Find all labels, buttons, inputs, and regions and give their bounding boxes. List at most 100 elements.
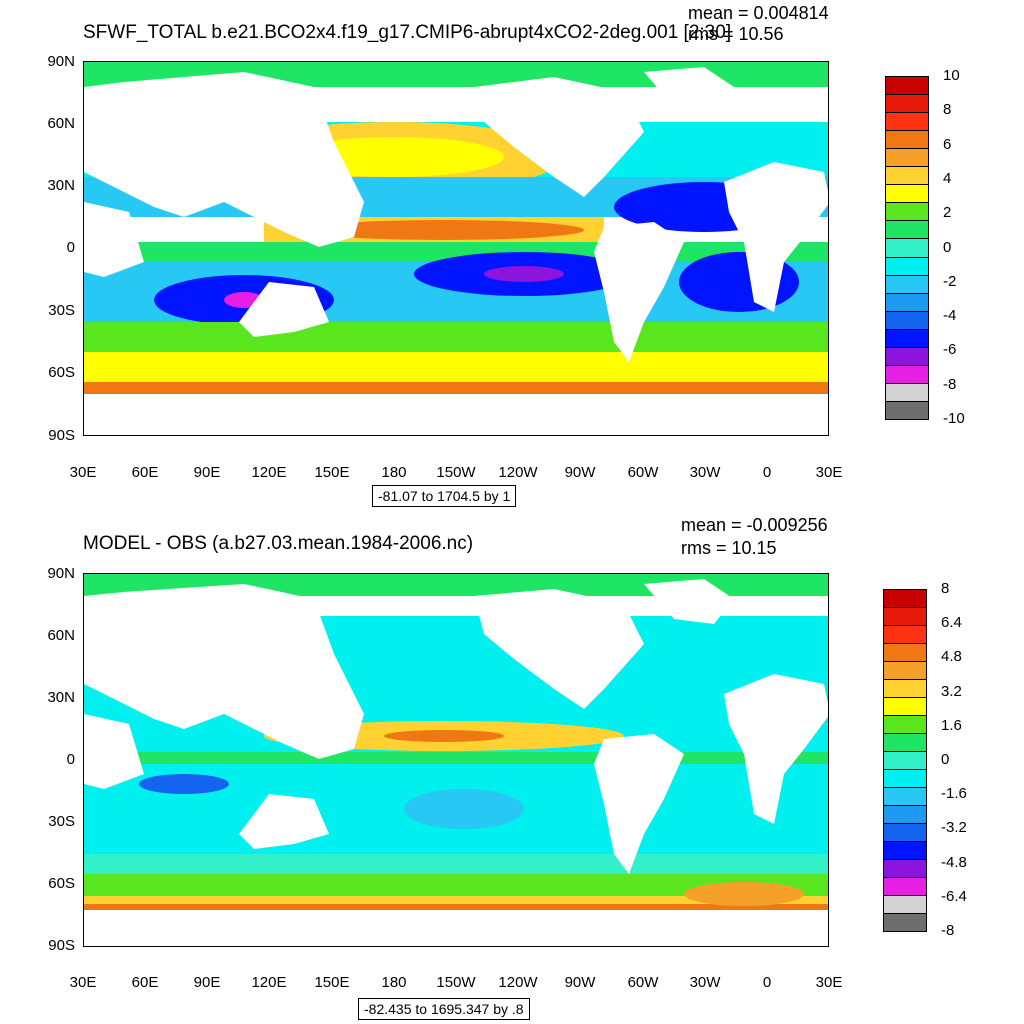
colorbar-swatch	[885, 112, 929, 132]
colorbar-swatch	[885, 238, 929, 258]
colorbar-label: 10	[943, 67, 960, 84]
colorbar-swatch	[883, 625, 927, 644]
colorbar-swatch	[885, 76, 929, 96]
colorbar-swatch	[885, 274, 929, 294]
colorbar-label: -10	[943, 410, 965, 427]
colorbar-swatch	[883, 787, 927, 806]
lat-label: 60S	[48, 364, 75, 381]
lon-label: 30W	[689, 974, 721, 991]
lon-label: 60W	[627, 974, 659, 991]
colorbar-swatch	[883, 733, 927, 752]
lon-label: 150E	[314, 464, 350, 481]
lon-label: 30W	[689, 464, 721, 481]
colorbar-label: 0	[943, 238, 952, 256]
colorbar-swatch	[883, 877, 927, 896]
lat-label: 60S	[48, 875, 75, 892]
colorbar-label: -6	[943, 341, 957, 359]
lon-label: 120E	[251, 974, 287, 991]
colorbar-label: 8	[941, 580, 950, 597]
colorbar-swatch	[883, 895, 927, 914]
colorbar-swatch	[883, 805, 927, 824]
colorbar-label: 2	[943, 204, 952, 222]
mean-value: mean = -0.009256	[681, 515, 828, 535]
lat-label: 90S	[48, 937, 75, 954]
colorbar-label: -6.4	[941, 887, 967, 905]
colorbar-label: 6.4	[941, 614, 962, 632]
colorbar-swatch	[883, 697, 927, 716]
colorbar-swatch	[883, 589, 927, 608]
colorbar-swatch	[885, 202, 929, 222]
lon-label: 90E	[193, 974, 221, 991]
lon-label: 120W	[498, 974, 538, 991]
map-panel-model-minus-obs: MODEL - OBS (a.b27.03.mean.1984-2006.nc)…	[0, 512, 1024, 1024]
lat-label: 60N	[47, 627, 75, 644]
colorbar-swatch	[885, 346, 929, 366]
colorbar-swatch	[885, 310, 929, 330]
colorbar-label: -2	[943, 272, 957, 290]
colorbar-swatch	[883, 661, 927, 680]
colorbar-swatch	[885, 364, 929, 384]
colorbar-label: -4	[943, 307, 957, 325]
rms-value: rms = 10.15	[681, 538, 777, 558]
lon-label: 180	[381, 464, 407, 481]
colorbar-swatch	[883, 769, 927, 788]
map-panel-sfwf-total: SFWF_TOTAL b.e21.BCO2x4.f19_g17.CMIP6-ab…	[47, 3, 995, 507]
lon-label: 120E	[251, 464, 287, 481]
colorbar-swatch	[885, 94, 929, 114]
colorbar: 10 8 6 4 2 0 -2 -4 -6 -8 -10	[885, 67, 995, 427]
colorbar-label: 0	[941, 751, 950, 768]
lon-label: 60W	[627, 464, 659, 481]
lat-label: 30S	[48, 302, 75, 319]
lon-label: 0	[762, 464, 772, 481]
lat-label: 90N	[47, 565, 75, 582]
lon-label: 30E	[815, 464, 843, 481]
colorbar-swatch	[885, 130, 929, 150]
colorbar-swatch	[883, 679, 927, 698]
colorbar-swatch	[883, 859, 927, 878]
colorbar-label: -3.2	[941, 819, 967, 837]
colorbar-label: -8	[941, 922, 955, 939]
lon-label: 90E	[193, 464, 221, 481]
plot-title: SFWF_TOTAL b.e21.BCO2x4.f19_g17.CMIP6-ab…	[83, 22, 732, 43]
colorbar-swatch	[885, 292, 929, 312]
contour-range-box: -81.07 to 1704.5 by 1	[372, 485, 517, 507]
contour-range-box: -82.435 to 1695.347 by .8	[358, 998, 530, 1020]
lat-label: 90S	[48, 427, 75, 444]
colorbar-label: -8	[943, 375, 957, 393]
colorbar-swatch	[885, 256, 929, 276]
lon-label: 120W	[498, 464, 538, 481]
lat-label: 30S	[48, 813, 75, 830]
colorbar-swatch	[883, 841, 927, 860]
colorbar-label: 1.6	[941, 716, 962, 734]
lat-label: 90N	[47, 53, 75, 70]
lat-label: 30N	[47, 177, 75, 194]
lon-label: 60E	[131, 974, 159, 991]
colorbar-swatch	[883, 715, 927, 734]
lon-label: 150W	[436, 974, 476, 991]
colorbar-swatch	[885, 184, 929, 204]
lat-label: 30N	[47, 689, 75, 706]
colorbar-swatch	[885, 220, 929, 240]
lon-label: 30E	[815, 974, 843, 991]
lon-label: 90W	[564, 464, 596, 481]
colorbar-swatch	[885, 328, 929, 348]
colorbar-label: 3.2	[941, 682, 962, 700]
colorbar-swatch	[883, 823, 927, 842]
colorbar-swatch	[883, 607, 927, 626]
colorbar-label: -4.8	[941, 853, 967, 871]
colorbar-swatch	[883, 751, 927, 770]
map-field-svg	[84, 574, 828, 946]
colorbar-label: -1.6	[941, 785, 967, 803]
rms-value: rms = 10.56	[688, 24, 784, 44]
lon-label: 180	[381, 974, 407, 991]
lon-label: 150W	[436, 464, 476, 481]
lon-label: 30E	[69, 974, 97, 991]
world-map	[83, 61, 829, 436]
colorbar-label: 6	[943, 135, 952, 153]
lon-label: 60E	[131, 464, 159, 481]
world-map	[83, 573, 829, 947]
lon-label: 0	[762, 974, 772, 991]
colorbar-swatch	[885, 382, 929, 402]
colorbar-swatch	[885, 166, 929, 186]
lat-label: 60N	[47, 115, 75, 132]
